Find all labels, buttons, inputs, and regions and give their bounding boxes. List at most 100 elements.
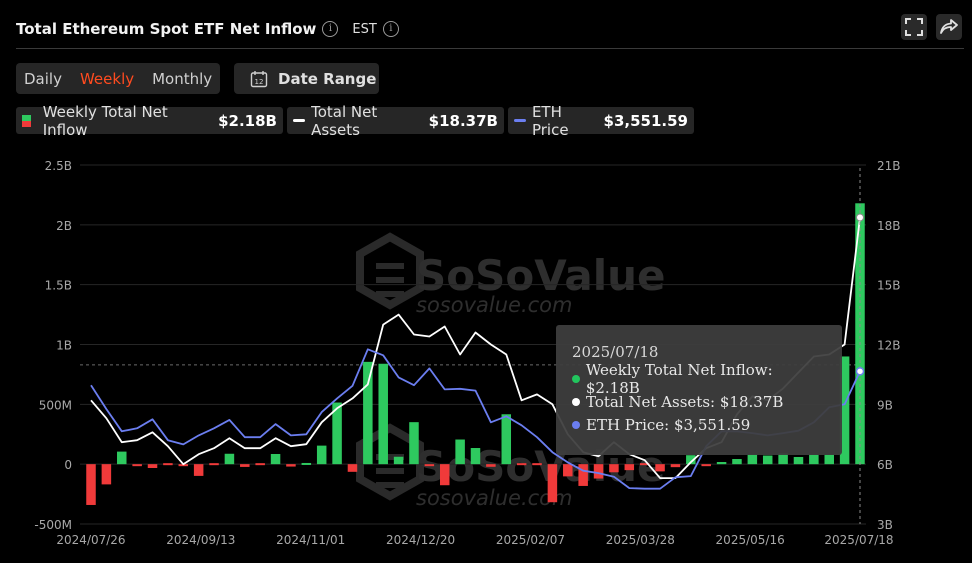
inflow-bar <box>409 422 419 465</box>
line-swatch-icon <box>514 119 526 122</box>
right-tick-label: 6B <box>877 458 893 472</box>
legend-name: Total Net Assets <box>311 102 378 139</box>
left-tick-label: 2B <box>56 219 72 233</box>
tooltip-row-label: Weekly Total Net Inflow: $2.18B <box>585 360 773 397</box>
inflow-bar <box>762 455 773 465</box>
tab-daily[interactable]: Daily <box>24 69 62 88</box>
legend-name: Weekly Total Net Inflow <box>42 102 168 139</box>
inflow-bar <box>455 439 465 465</box>
inflow-bar <box>470 448 481 465</box>
inflow-bar <box>132 464 142 467</box>
legend-weekly-inflow[interactable]: Weekly Total Net Inflow $2.18B <box>16 103 283 139</box>
info-icon[interactable]: i <box>322 21 339 37</box>
tooltip-row-label: Total Net Assets: $18.37B <box>586 392 784 411</box>
inflow-bar <box>609 464 619 473</box>
period-tabs: Daily Weekly Monthly <box>16 63 221 94</box>
inflow-bar <box>393 456 404 465</box>
right-axis: 3B 6B 9B 12B 15B 18B 21B <box>877 159 901 532</box>
left-tick-label: 1.5B <box>45 279 72 293</box>
inflow-bar <box>378 363 388 465</box>
legend-value: $2.18B <box>218 111 277 130</box>
timezone-info-icon[interactable]: i <box>382 21 399 37</box>
inflow-bar <box>716 462 727 465</box>
timezone-label: EST <box>352 21 377 37</box>
x-axis: 2024/07/26 2024/09/13 2024/11/01 2024/12/20… <box>56 533 893 547</box>
calendar-icon: 12 <box>250 70 268 87</box>
date-range-button[interactable]: 12 Date Range <box>234 63 379 94</box>
tooltip-row: Weekly Total Net Inflow: $2.18B <box>572 361 826 397</box>
calendar-icon-number: 12 <box>255 78 264 86</box>
right-tick-label: 21B <box>877 159 901 173</box>
tab-weekly[interactable]: Weekly <box>79 69 135 88</box>
tooltip-row: Total Net Assets: $18.37B <box>572 390 826 413</box>
share-button[interactable] <box>936 14 962 40</box>
tooltip-dot-icon <box>572 420 580 429</box>
right-tick-label: 18B <box>877 219 901 233</box>
tooltip-row: ETH Price: $3,551.59 <box>572 413 826 436</box>
inflow-bar <box>547 464 558 503</box>
inflow-bar <box>701 464 711 467</box>
inflow-bar <box>286 464 296 467</box>
inflow-bar <box>809 454 819 465</box>
inflow-bar <box>532 463 542 466</box>
net-assets-point <box>856 213 864 222</box>
inflow-bars <box>86 203 865 505</box>
inflow-bar <box>732 459 742 465</box>
share-icon <box>940 19 958 34</box>
inflow-bar <box>147 464 158 468</box>
inflow-bar <box>639 463 650 466</box>
tab-monthly[interactable]: Monthly <box>152 69 213 88</box>
tooltip-date: 2025/07/18 <box>572 343 659 361</box>
x-tick-label: 2024/09/13 <box>166 533 235 547</box>
x-tick-label: 2025/03/28 <box>606 533 675 547</box>
fullscreen-button[interactable] <box>901 14 927 40</box>
line-swatch-icon <box>293 119 306 122</box>
logo-hexagon <box>356 423 424 501</box>
left-axis: -500M 0 500M 1B 1.5B 2B 2.5B <box>34 159 72 532</box>
chart-header: Total Ethereum Spot ETF Net Inflow i EST… <box>16 14 399 44</box>
x-tick-label: 2025/02/07 <box>496 533 565 547</box>
legend-net-assets[interactable]: Total Net Assets $18.37B <box>287 103 504 139</box>
inflow-bar <box>578 464 588 486</box>
date-range-label: Date Range <box>278 69 377 88</box>
inflow-bar <box>163 463 173 466</box>
inflow-bar <box>255 463 265 466</box>
inflow-bar <box>224 453 235 465</box>
inflow-bar <box>501 414 512 465</box>
legend-value: $18.37B <box>428 111 498 130</box>
inflow-bar <box>439 464 450 486</box>
inflow-bar <box>686 455 696 465</box>
x-tick-label: 2024/07/26 <box>56 533 125 547</box>
fullscreen-icon <box>905 18 923 36</box>
chart-title: Total Ethereum Spot ETF Net Inflow <box>16 20 317 38</box>
hover-cursor <box>855 168 865 524</box>
legend-eth-price[interactable]: ETH Price $3,551.59 <box>508 103 694 139</box>
bar-swatch-icon <box>22 114 31 127</box>
inflow-bar <box>670 464 681 468</box>
inflow-bar <box>486 464 496 467</box>
inflow-bar <box>270 453 281 465</box>
inflow-bar <box>209 463 219 466</box>
inflow-bar <box>178 464 189 467</box>
inflow-bar <box>516 463 527 466</box>
eth-price-point <box>855 367 865 376</box>
watermark-url: sosovalue.com <box>416 486 572 510</box>
tooltip-dot-icon <box>572 397 580 406</box>
inflow-bar <box>193 464 204 476</box>
inflow-bar <box>332 402 342 465</box>
watermark-url: sosovalue.com <box>416 293 572 317</box>
right-tick-label: 15B <box>877 279 901 293</box>
inflow-bar <box>793 456 804 465</box>
tooltip-row-label: ETH Price: $3,551.59 <box>586 415 751 434</box>
inflow-bar <box>778 453 788 465</box>
inflow-bar <box>240 464 250 467</box>
left-tick-label: -500M <box>34 518 72 532</box>
legend-name: ETH Price <box>531 102 569 139</box>
inflow-bar <box>363 361 373 465</box>
inflow-bar <box>624 464 635 471</box>
inflow-bar <box>301 462 312 465</box>
